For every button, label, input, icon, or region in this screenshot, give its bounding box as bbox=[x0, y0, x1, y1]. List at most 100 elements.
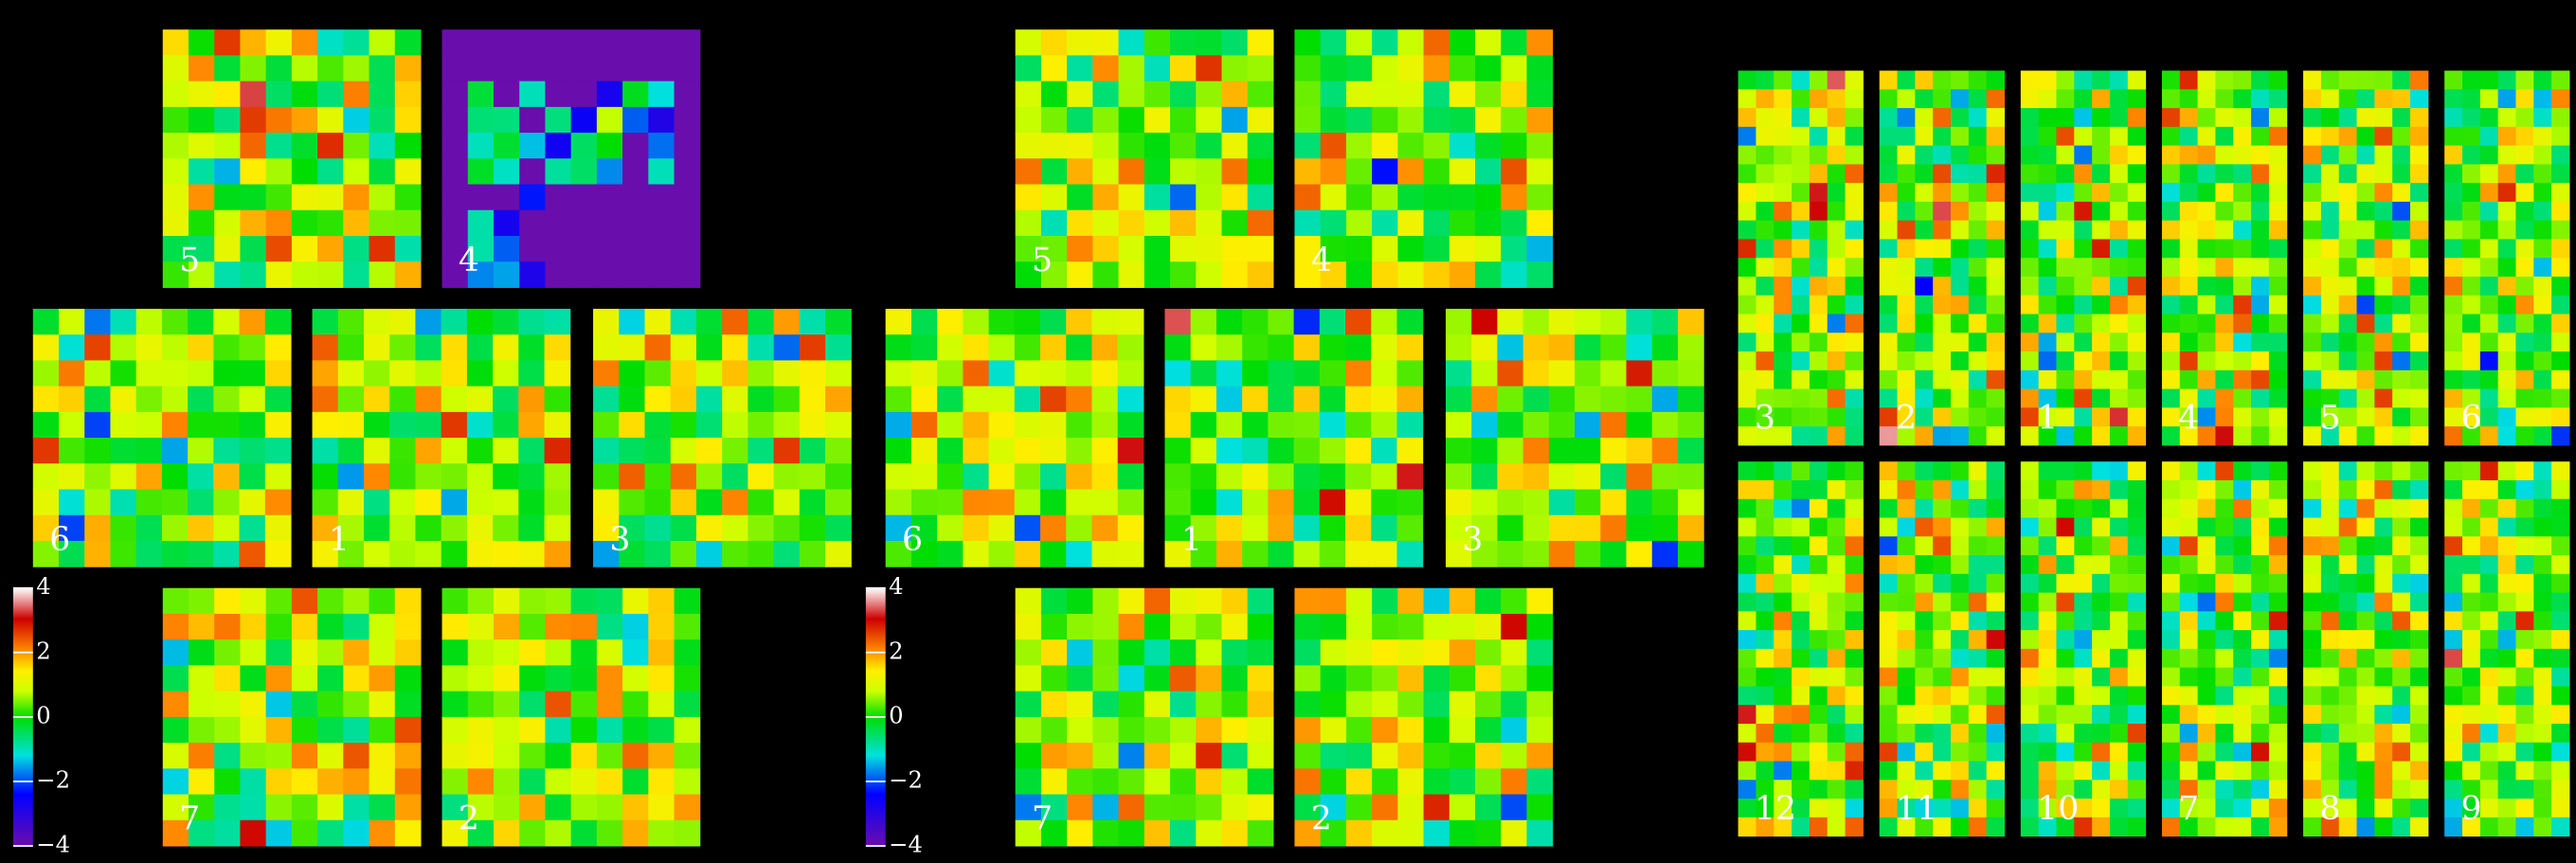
heatmap-cell bbox=[2161, 183, 2181, 203]
heatmap-cell bbox=[1221, 819, 1249, 847]
heatmap-cell bbox=[545, 743, 572, 769]
heatmap-cell bbox=[2161, 705, 2181, 725]
heatmap-cell bbox=[188, 209, 215, 237]
heatmap-cell bbox=[2020, 183, 2040, 203]
heatmap-cell bbox=[1738, 592, 1756, 612]
heatmap-cell bbox=[570, 639, 598, 666]
heatmap-cell bbox=[722, 540, 748, 567]
heatmap-cell bbox=[265, 106, 293, 134]
heatmap-cell bbox=[2444, 388, 2463, 408]
heatmap-cell bbox=[1196, 819, 1222, 847]
heatmap-cell bbox=[2479, 388, 2499, 408]
heatmap-cell bbox=[2462, 723, 2481, 744]
heatmap-cell bbox=[1164, 438, 1192, 464]
heatmap-cell bbox=[2410, 461, 2429, 481]
heatmap-cell bbox=[593, 489, 620, 516]
heatmap-cell bbox=[1897, 761, 1916, 781]
heatmap-cell bbox=[2020, 817, 2040, 837]
heatmap-cell bbox=[1827, 761, 1846, 781]
heatmap-cell bbox=[2109, 705, 2129, 725]
heatmap-cell bbox=[1144, 768, 1171, 796]
heatmap-cell bbox=[2515, 220, 2534, 240]
heatmap-cell bbox=[937, 514, 964, 542]
heatmap-cell bbox=[1792, 592, 1810, 612]
heatmap-panel: 6 bbox=[885, 308, 1144, 567]
heatmap-cell bbox=[84, 360, 111, 387]
heatmap-cell bbox=[161, 308, 189, 335]
heatmap-cell bbox=[570, 613, 598, 640]
heatmap-cell bbox=[162, 691, 189, 718]
heatmap-cell bbox=[343, 158, 370, 186]
heatmap-cell bbox=[2444, 705, 2463, 725]
heatmap-cell bbox=[2338, 742, 2358, 763]
heatmap-cell bbox=[2092, 611, 2111, 631]
heatmap-cell bbox=[1067, 209, 1093, 237]
heatmap-cell bbox=[1196, 639, 1222, 666]
heatmap-cell bbox=[2497, 799, 2516, 818]
heatmap-cell bbox=[1118, 613, 1145, 640]
heatmap-cell bbox=[2056, 761, 2075, 781]
heatmap-cell bbox=[1986, 314, 2006, 333]
heatmap-cell bbox=[648, 716, 676, 744]
heatmap-cell bbox=[1756, 667, 1774, 687]
heatmap-cell bbox=[1345, 158, 1373, 186]
heatmap-cell bbox=[2533, 183, 2552, 203]
heatmap-cell bbox=[1118, 235, 1145, 262]
heatmap-cell bbox=[2197, 145, 2216, 165]
heatmap-cell bbox=[2074, 630, 2093, 650]
heatmap-cell bbox=[1423, 691, 1450, 718]
heatmap-cell bbox=[1986, 479, 2006, 500]
panel-label: 5 bbox=[179, 242, 200, 279]
heatmap-cell bbox=[2462, 388, 2481, 408]
heatmap-cell bbox=[2092, 799, 2111, 818]
heatmap-cell bbox=[135, 514, 163, 542]
heatmap-cell bbox=[2109, 351, 2129, 371]
heatmap-cell bbox=[493, 540, 519, 567]
heatmap-cell bbox=[2038, 667, 2057, 687]
heatmap-cell bbox=[1372, 235, 1398, 262]
heatmap-cell bbox=[1738, 369, 1756, 390]
heatmap-cell bbox=[1845, 799, 1864, 818]
heatmap-cell bbox=[337, 489, 365, 516]
heatmap-cell bbox=[2374, 164, 2393, 184]
heatmap-cell bbox=[2161, 201, 2181, 222]
heatmap-cell bbox=[1221, 55, 1249, 82]
heatmap-cell bbox=[2020, 723, 2040, 744]
heatmap-cell bbox=[2109, 817, 2129, 837]
heatmap-cell bbox=[1915, 817, 1934, 837]
heatmap-cell bbox=[2038, 164, 2057, 184]
heatmap-cell bbox=[1827, 89, 1846, 109]
heatmap-cell bbox=[2338, 295, 2358, 315]
heatmap-cell bbox=[2056, 276, 2075, 297]
heatmap-cell bbox=[2268, 407, 2288, 427]
heatmap-cell bbox=[622, 29, 649, 56]
heatmap-cell bbox=[1951, 295, 1970, 315]
heatmap-cell bbox=[2197, 498, 2216, 519]
heatmap-cell bbox=[1897, 108, 1916, 128]
heatmap-cell bbox=[389, 386, 416, 413]
heatmap-cell bbox=[773, 334, 801, 361]
heatmap-cell bbox=[570, 768, 598, 796]
heatmap-cell bbox=[648, 639, 676, 666]
heatmap-cell bbox=[2410, 536, 2429, 556]
heatmap-cell bbox=[1501, 743, 1527, 769]
heatmap-cell bbox=[2020, 164, 2040, 184]
heatmap-cell bbox=[1933, 555, 1952, 575]
heatmap-cell bbox=[2410, 761, 2429, 781]
heatmap-cell bbox=[1827, 686, 1846, 706]
heatmap-cell bbox=[2020, 611, 2040, 631]
heatmap-cell bbox=[1809, 126, 1828, 147]
heatmap-cell bbox=[1247, 743, 1274, 769]
heatmap-cell bbox=[1774, 686, 1792, 706]
heatmap-cell bbox=[1319, 308, 1346, 335]
heatmap-cell bbox=[1951, 592, 1970, 612]
heatmap-cell bbox=[2303, 517, 2322, 537]
heatmap-cell bbox=[885, 463, 912, 491]
heatmap-cell bbox=[1066, 411, 1092, 439]
heatmap-cell bbox=[2533, 536, 2552, 556]
heatmap-cell bbox=[1792, 333, 1810, 352]
heatmap-cell bbox=[1968, 333, 1988, 352]
heatmap-cell bbox=[519, 613, 546, 640]
heatmap-cell bbox=[1986, 705, 2006, 725]
heatmap-cell bbox=[1526, 587, 1554, 615]
